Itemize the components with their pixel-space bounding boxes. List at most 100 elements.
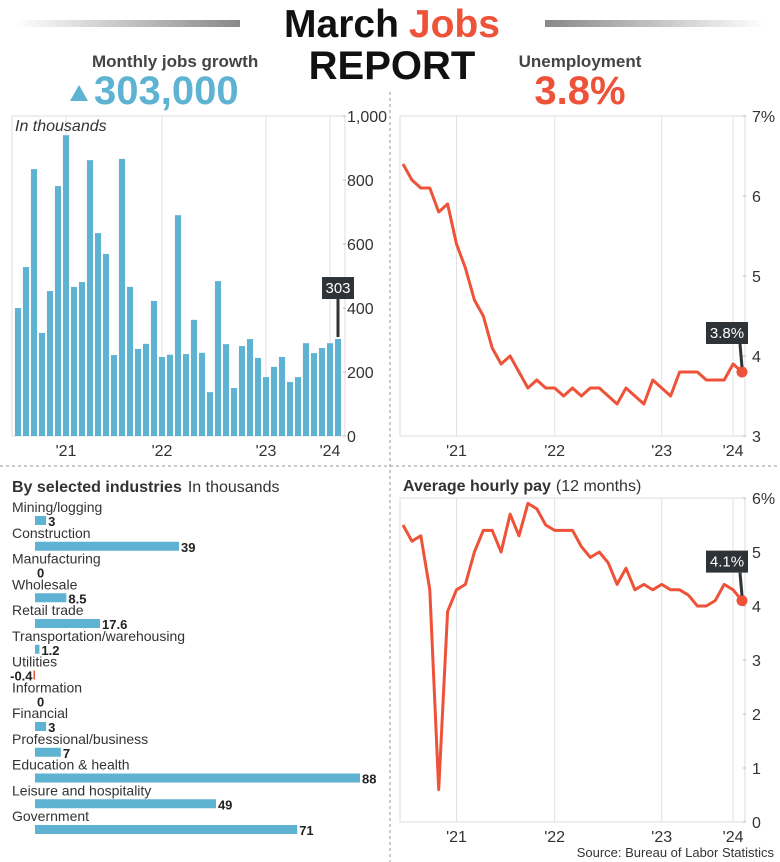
last-point <box>736 366 748 378</box>
y-tick-label: 3 <box>752 429 761 446</box>
bar <box>94 233 102 436</box>
category-label: Professional/business <box>12 731 148 747</box>
bar <box>38 332 46 436</box>
y-tick-label: 1,000 <box>347 109 387 126</box>
bar <box>302 343 310 436</box>
x-tick-label: '24 <box>320 443 341 460</box>
bar <box>214 281 222 436</box>
bar <box>182 354 190 436</box>
category-label: Education & health <box>12 757 130 773</box>
bar <box>35 722 47 731</box>
value-label: 0 <box>37 694 44 709</box>
bar <box>22 267 30 436</box>
y-tick-label: 7% <box>752 109 775 126</box>
category-label: Construction <box>12 525 91 541</box>
y-tick-label: 1 <box>752 761 761 778</box>
chart-title: Average hourly pay (12 months) <box>403 478 641 495</box>
x-tick-label: '23 <box>651 829 672 846</box>
bar <box>150 300 158 436</box>
y-tick-label: 6% <box>752 491 775 508</box>
x-tick-label: '23 <box>256 443 277 460</box>
plot-frame <box>399 497 746 823</box>
bar <box>142 343 150 436</box>
bar <box>35 825 298 834</box>
bar <box>278 356 286 436</box>
value-label: 0 <box>37 566 44 581</box>
bar <box>206 392 214 436</box>
title-first: March <box>284 3 399 46</box>
y-tick-label: 0 <box>752 815 761 832</box>
y-tick-label: 0 <box>347 429 356 446</box>
bar <box>35 516 47 525</box>
bar <box>270 366 278 436</box>
value-label: -0.4 <box>10 669 33 684</box>
bar <box>198 352 206 436</box>
jobs-value: 303,000 <box>94 69 239 113</box>
y-tick-label: 4 <box>752 349 761 366</box>
bar <box>35 541 180 551</box>
value-label: 17.6 <box>102 617 127 632</box>
bar <box>62 135 70 436</box>
callout-label: 3.8% <box>710 325 744 342</box>
y-tick-label: 800 <box>347 173 374 190</box>
bar <box>54 186 62 436</box>
x-tick-label: '22 <box>544 829 565 846</box>
category-label: Financial <box>12 705 68 721</box>
title-second-line: REPORT <box>309 44 476 88</box>
bar <box>78 282 86 436</box>
category-label: Mining/logging <box>12 499 102 515</box>
value-label: 71 <box>299 823 313 838</box>
bar <box>294 377 302 436</box>
value-label: 88 <box>362 772 376 787</box>
value-label: 8.5 <box>68 591 86 606</box>
bar <box>230 388 238 436</box>
bar <box>318 348 326 436</box>
bar <box>254 357 262 436</box>
callout-box <box>322 277 354 300</box>
title: March Jobs <box>284 3 500 46</box>
source: Source: Bureau of Labor Statistics <box>577 845 775 860</box>
bar <box>14 308 22 436</box>
line <box>401 501 744 792</box>
x-tick-label: '21 <box>56 443 77 460</box>
bar <box>166 354 174 436</box>
x-tick-label: '21 <box>446 829 467 846</box>
bar <box>262 377 270 436</box>
value-label: 39 <box>181 540 195 555</box>
bar <box>174 215 182 436</box>
category-label: Wholesale <box>12 576 78 592</box>
y-tick-label: 600 <box>347 237 374 254</box>
bar <box>35 773 360 783</box>
y-tick-label: 4 <box>752 599 761 616</box>
chart-title: By selected industries In thousands <box>12 479 279 496</box>
y-tick-label: 3 <box>752 653 761 670</box>
y-tick-label: 5 <box>752 269 761 286</box>
x-tick-label: '23 <box>651 443 672 460</box>
header-rule <box>545 20 765 27</box>
y-tick-label: 6 <box>752 189 761 206</box>
line <box>401 163 744 406</box>
bar <box>46 291 54 436</box>
bar <box>102 253 110 436</box>
callout-box <box>706 322 748 344</box>
callout-label: 303 <box>325 280 350 297</box>
value-label: 3 <box>48 720 55 735</box>
bar <box>126 286 134 436</box>
bar <box>158 356 166 436</box>
up-arrow <box>70 85 88 101</box>
category-label: Information <box>12 679 82 695</box>
bar <box>110 355 118 436</box>
chart-subtitle: (12 months) <box>556 478 641 495</box>
unemployment-label: Unemployment <box>519 52 642 71</box>
bar <box>30 169 38 436</box>
y-tick-label: 2 <box>752 707 761 724</box>
x-tick-label: '21 <box>446 443 467 460</box>
bar <box>35 619 100 628</box>
x-tick-label: '22 <box>152 443 173 460</box>
bar <box>70 286 78 436</box>
value-label: 3 <box>48 514 55 529</box>
callout-box <box>706 550 748 573</box>
category-label: Retail trade <box>12 602 84 618</box>
